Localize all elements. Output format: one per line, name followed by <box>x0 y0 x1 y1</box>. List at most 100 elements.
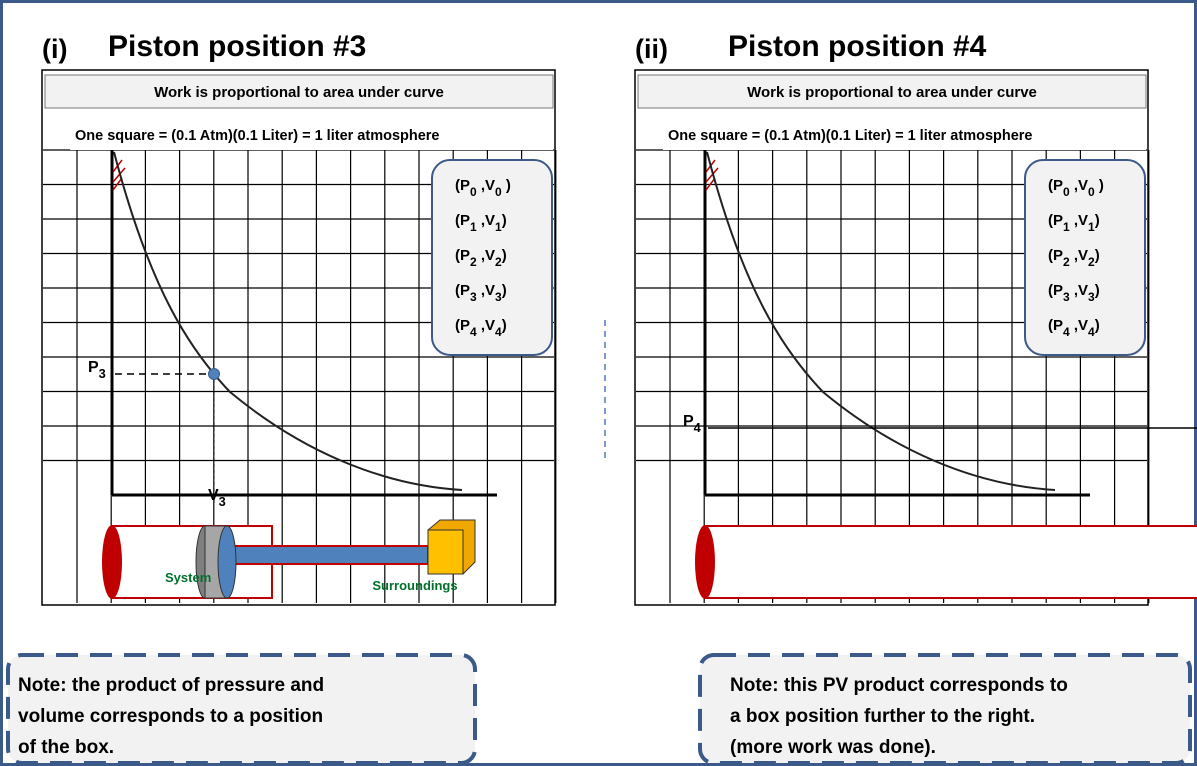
text-part: (P <box>1048 282 1063 299</box>
text-part: ) <box>1095 177 1104 194</box>
subscript: 0 <box>1088 185 1095 199</box>
text-part: (P <box>455 177 470 194</box>
subscript: 3 <box>219 494 226 509</box>
text-part: (P <box>455 282 470 299</box>
piston-face <box>217 525 237 599</box>
note-line: Note: the product of pressure and <box>18 675 324 696</box>
subscript: 3 <box>1088 290 1095 304</box>
text-part: (P <box>1048 247 1063 264</box>
subscript: 0 <box>470 185 477 199</box>
text-part: ,V <box>1070 177 1088 194</box>
text-part: (P <box>455 247 470 264</box>
subscript: 2 <box>495 255 502 269</box>
subscript: 1 <box>495 220 502 234</box>
subscript: 4 <box>495 325 502 339</box>
note-box <box>698 653 1192 765</box>
subscript: 1 <box>1063 220 1070 234</box>
panel-title: Piston position #4 <box>728 30 987 63</box>
note-line: a box position further to the right. <box>730 706 1035 727</box>
subscript: 4 <box>470 325 477 339</box>
text-part: (P <box>1048 212 1063 229</box>
legend-box <box>1024 159 1146 356</box>
scale-box <box>70 118 553 150</box>
text-part: ) <box>502 212 507 229</box>
subscript: 0 <box>495 185 502 199</box>
scale-note: One square = (0.1 Atm)(0.1 Liter) = 1 li… <box>668 128 1033 144</box>
pressure-label: P3 <box>88 359 106 381</box>
note-line: volume corresponds to a position <box>18 706 323 727</box>
pressure-label: P4 <box>683 413 702 435</box>
note-box <box>6 653 477 765</box>
text-part: ) <box>1095 212 1100 229</box>
header-box <box>637 74 1147 109</box>
text-part: ) <box>1095 282 1100 299</box>
legend-item: (P2 ,V2) <box>455 247 507 269</box>
cylinder-end <box>102 525 122 599</box>
legend-item: (P3 ,V3) <box>455 282 507 304</box>
panel-title: Piston position #3 <box>108 30 366 63</box>
note-line: Note: this PV product corresponds to <box>730 675 1068 696</box>
scale-note: One square = (0.1 Atm)(0.1 Liter) = 1 li… <box>75 128 440 144</box>
pv-curve <box>706 151 1056 491</box>
legend-item: (P3 ,V3) <box>1048 282 1100 304</box>
text-part: ,V <box>1070 282 1088 299</box>
state-point <box>208 368 220 380</box>
subscript: 2 <box>1088 255 1095 269</box>
text-part: ) <box>1095 247 1100 264</box>
cylinder-end <box>695 525 715 599</box>
text-part: ,V <box>477 282 495 299</box>
legend-item: (P4 ,V4) <box>455 317 507 339</box>
text-part: (P <box>1048 177 1063 194</box>
header-text: Work is proportional to area under curve <box>747 84 1037 101</box>
text-part: ,V <box>1070 212 1088 229</box>
cylinder <box>704 525 1197 599</box>
text-part: ) <box>502 282 507 299</box>
subscript: 3 <box>1063 290 1070 304</box>
text-part: (P <box>1048 317 1063 334</box>
subscript: 3 <box>495 290 502 304</box>
text-part: ,V <box>1070 247 1088 264</box>
volume-label: V3 <box>208 487 226 509</box>
text-part: ) <box>502 317 507 334</box>
panel-label: (i) <box>42 34 67 64</box>
subscript: 3 <box>470 290 477 304</box>
subscript: 2 <box>1063 255 1070 269</box>
legend-item: (P0 ,V0 ) <box>1048 177 1104 199</box>
text-part: V <box>208 487 219 504</box>
text-part: ,V <box>1070 317 1088 334</box>
header-box <box>44 74 554 109</box>
subscript: 1 <box>1088 220 1095 234</box>
subscript: 3 <box>99 366 106 381</box>
note-line: of the box. <box>18 737 114 758</box>
text-part: ,V <box>477 212 495 229</box>
text-part: (P <box>455 317 470 334</box>
legend-item: (P2 ,V2) <box>1048 247 1100 269</box>
pv-curve <box>113 151 463 491</box>
header-text: Work is proportional to area under curve <box>154 84 444 101</box>
subscript: 4 <box>694 420 702 435</box>
subscript: 2 <box>470 255 477 269</box>
legend-item: (P4 ,V4) <box>1048 317 1100 339</box>
text-part: ,V <box>477 247 495 264</box>
legend-item: (P0 ,V0 ) <box>455 177 511 199</box>
box <box>427 529 464 575</box>
text-part: P <box>88 359 99 376</box>
rod <box>229 545 429 565</box>
scale-box <box>663 118 1146 150</box>
text-part: P <box>683 413 694 430</box>
subscript: 4 <box>1088 325 1095 339</box>
subscript: 0 <box>1063 185 1070 199</box>
legend-item: (P1 ,V1) <box>455 212 507 234</box>
note-line: (more work was done). <box>730 737 936 758</box>
panel-label: (ii) <box>635 34 668 64</box>
text-part: ) <box>1095 317 1100 334</box>
system-label: System <box>165 570 211 585</box>
subscript: 1 <box>470 220 477 234</box>
text-part: (P <box>455 212 470 229</box>
subscript: 4 <box>1063 325 1070 339</box>
text-part: ,V <box>477 177 495 194</box>
text-part: ) <box>502 177 511 194</box>
legend-item: (P1 ,V1) <box>1048 212 1100 234</box>
